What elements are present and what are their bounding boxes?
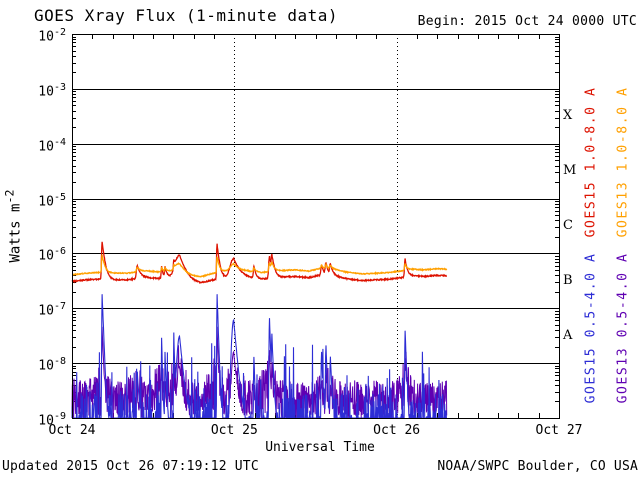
y-tick-label: 10-4 (38, 136, 66, 155)
updated-timestamp: Updated 2015 Oct 26 07:19:12 UTC (2, 459, 259, 474)
x-axis-label: Universal Time (265, 440, 375, 455)
y-axis-label-exponent: -2 (2, 189, 17, 204)
legend-item: GOES13 0.5-4.0 A (615, 252, 631, 404)
page-title: GOES Xray Flux (1-minute data) (34, 6, 338, 25)
series-goes13-long (72, 254, 448, 278)
x-tick-label: Oct 25 (210, 423, 258, 438)
y-tick-label: 10-9 (38, 411, 66, 429)
flare-class-letter: A (563, 327, 573, 343)
legend-item: GOES15 1.0-8.0 A (583, 86, 599, 238)
y-tick-label: 10-7 (38, 301, 66, 319)
y-tick-label: 10-3 (38, 81, 66, 100)
y-axis-label: Watts m-2 (3, 189, 24, 262)
legend-item: GOES15 0.5-4.0 A (583, 252, 599, 404)
series-goes15-long (71, 241, 448, 285)
x-tick-label: Oct 24 (48, 423, 96, 438)
x-tick-label: Oct 26 (373, 423, 421, 438)
y-axis-label-base: Watts m (7, 203, 24, 263)
flare-class-letter: M (563, 163, 577, 179)
y-tick-label: 10-2 (38, 27, 66, 45)
flare-class-letter: C (563, 218, 573, 233)
flare-class-letter: X (563, 108, 573, 124)
y-tick-label: 10-6 (38, 246, 66, 264)
y-tick-label: 10-8 (38, 356, 66, 374)
x-tick-label: Oct 27 (535, 423, 583, 438)
begin-timestamp: Begin: 2015 Oct 24 0000 UTC (417, 14, 637, 29)
flare-class-letter: B (563, 272, 573, 288)
source-credit: NOAA/SWPC Boulder, CO USA (437, 459, 638, 474)
legend-item: GOES13 1.0-8.0 A (615, 86, 631, 238)
plot-border (72, 34, 560, 419)
y-tick-label: 10-5 (38, 191, 66, 209)
